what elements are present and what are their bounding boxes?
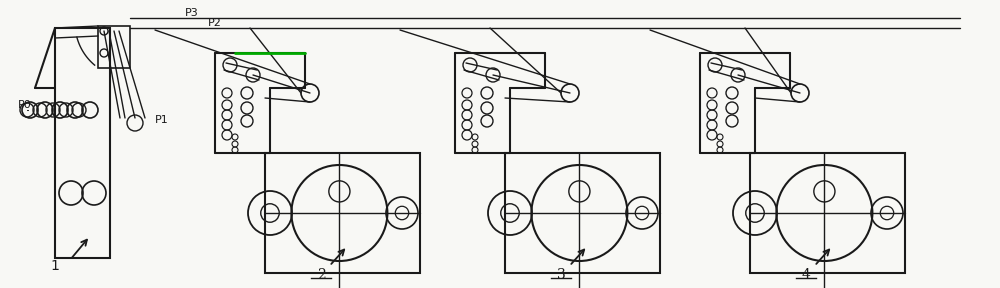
Text: P0: P0 — [18, 100, 32, 110]
Text: 3: 3 — [557, 268, 566, 282]
Bar — [55, 28, 110, 258]
Text: 1: 1 — [51, 259, 59, 273]
Bar — [750, 153, 905, 273]
Bar — [505, 153, 660, 273]
Bar — [98, 26, 130, 68]
Text: P1: P1 — [155, 115, 169, 125]
Text: P2: P2 — [208, 18, 222, 28]
Text: P3: P3 — [185, 8, 199, 18]
Text: 4: 4 — [802, 268, 811, 282]
Text: 2: 2 — [317, 268, 326, 282]
Bar — [265, 153, 420, 273]
